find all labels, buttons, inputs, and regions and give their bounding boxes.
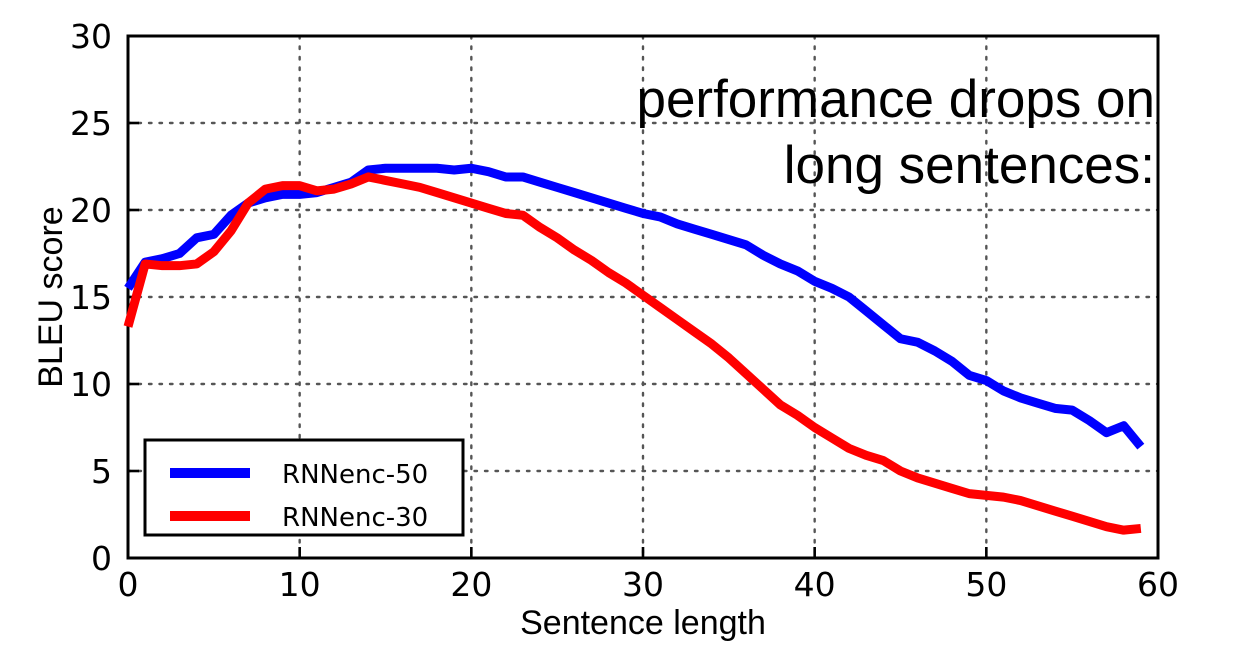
- x-axis-tick-label: 30: [622, 565, 664, 604]
- y-axis-tick-label: 30: [70, 17, 112, 56]
- x-axis-tick-label: 10: [279, 565, 321, 604]
- legend-label-1: RNNenc-50: [282, 460, 428, 490]
- y-axis-tick-label: 5: [91, 452, 112, 491]
- x-axis-tick-label: 20: [450, 565, 492, 604]
- x-axis-title: Sentence length: [520, 604, 766, 642]
- legend-entries[interactable]: RNNenc-50 RNNenc-30: [170, 460, 428, 533]
- y-axis-title: BLEU score: [32, 206, 70, 387]
- y-axis-tick-label: 0: [91, 539, 112, 578]
- x-axis-tick-label: 40: [794, 565, 836, 604]
- annotation-line-2: long sentences:: [784, 136, 1155, 195]
- x-axis-tick-label: 0: [118, 565, 139, 604]
- series-line-1: [124, 163, 1145, 450]
- y-axis-tick-labels: 0 5 10 15 20 25 30: [70, 17, 112, 578]
- legend-label-2: RNNenc-30: [282, 503, 428, 533]
- y-axis-tick-label: 25: [70, 104, 112, 143]
- legend[interactable]: RNNenc-50 RNNenc-30: [143, 438, 465, 537]
- data-series-layer: [123, 163, 1145, 535]
- y-axis-tick-label: 20: [70, 191, 112, 230]
- series-line-2: [123, 172, 1142, 535]
- x-axis-tick-label: 60: [1137, 565, 1179, 604]
- x-axis-tick-labels: 0 10 20 30 40 50 60: [118, 565, 1180, 604]
- annotation-line-1: performance drops on: [636, 70, 1155, 129]
- y-axis-tick-label: 15: [70, 278, 112, 317]
- x-axis-tick-label: 50: [965, 565, 1007, 604]
- y-axis-tick-label: 10: [70, 365, 112, 404]
